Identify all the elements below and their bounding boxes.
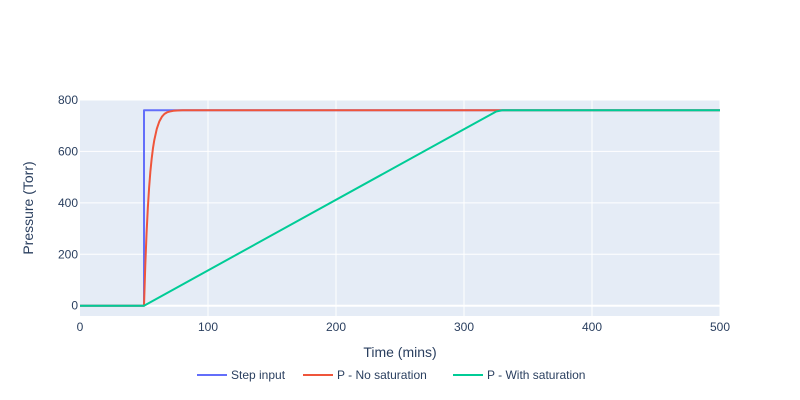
y-tick-label: 800	[58, 93, 78, 107]
y-tick-label: 200	[58, 247, 78, 261]
x-tick-label: 100	[198, 320, 218, 334]
x-tick-label: 500	[710, 320, 730, 334]
legend-item[interactable]: P - No saturation	[303, 368, 427, 382]
y-tick-label: 400	[58, 196, 78, 210]
x-tick-label: 0	[77, 320, 84, 334]
x-axis-ticks: 0 100 200 300 400 500	[77, 320, 731, 334]
x-axis-title: Time (mins)	[363, 344, 436, 360]
series-line-3	[80, 109, 720, 307]
x-tick-label: 400	[582, 320, 602, 334]
y-axis-ticks: 0 200 400 600 800	[58, 93, 78, 313]
legend-item[interactable]: Step input	[197, 368, 286, 382]
y-tick-label: 0	[71, 299, 78, 313]
series-lines	[80, 109, 720, 307]
legend-item[interactable]: P - With saturation	[453, 368, 585, 382]
legend[interactable]: Step input P - No saturation P - With satu…	[197, 368, 585, 382]
legend-label: P - With saturation	[487, 368, 585, 382]
series-line-2	[80, 109, 720, 307]
x-tick-label: 200	[326, 320, 346, 334]
x-tick-label: 300	[454, 320, 474, 334]
legend-label: P - No saturation	[337, 368, 427, 382]
gridlines	[80, 99, 721, 316]
plot-background	[80, 100, 720, 316]
y-axis-title: Pressure (Torr)	[20, 161, 36, 254]
legend-label: Step input	[231, 368, 286, 382]
y-tick-label: 600	[58, 144, 78, 158]
